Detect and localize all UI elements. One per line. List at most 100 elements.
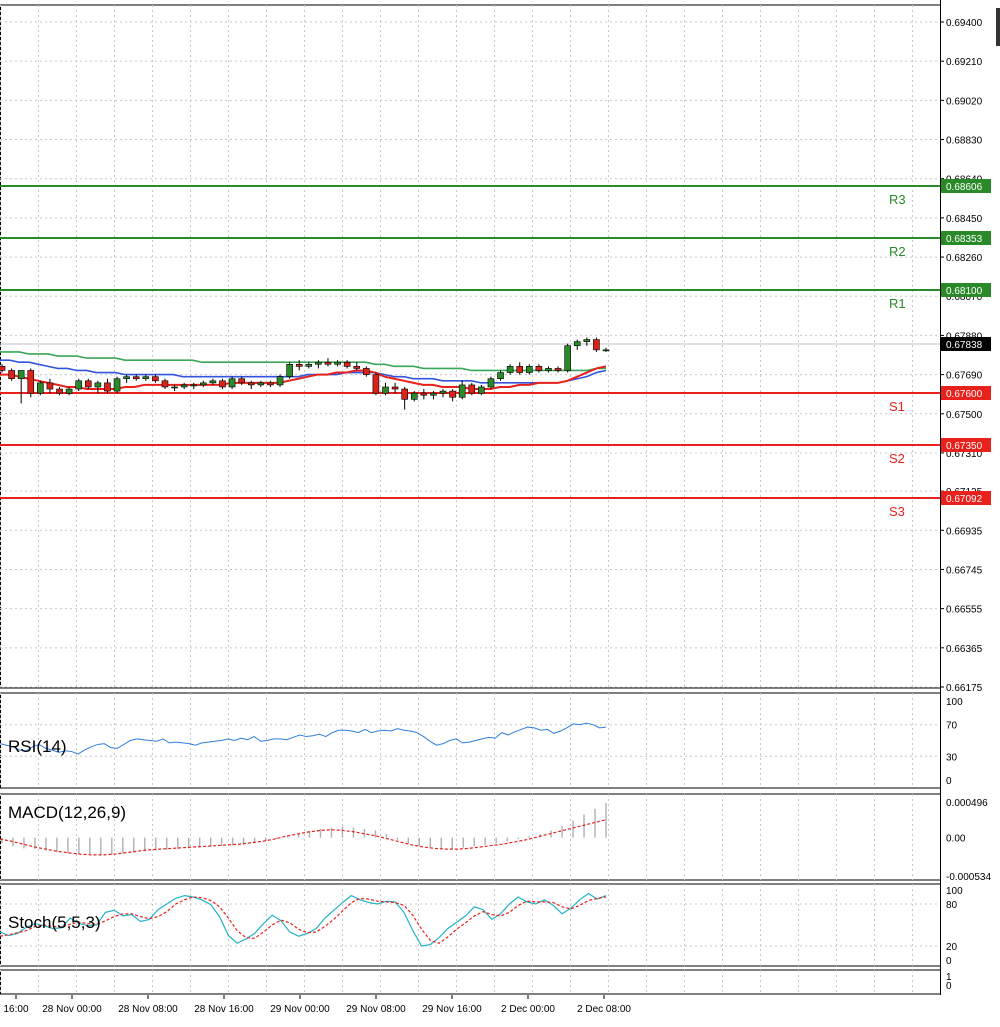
price-panel[interactable]: R3 R2 R1 S1 S2 S3	[0, 185, 940, 519]
candle-body	[247, 382, 255, 386]
macd-title: MACD(12,26,9)	[8, 803, 126, 822]
candle-body	[152, 376, 159, 382]
time-tick-label: 28 Nov 00:00	[42, 1004, 102, 1015]
macd-panel[interactable]	[0, 803, 607, 856]
stoch-tick-label: 0	[946, 956, 952, 967]
price-tick-label: 0.66745	[946, 565, 983, 576]
price-tick-label: 0.68450	[946, 214, 983, 225]
level-tag-s2	[941, 438, 991, 452]
candle-body	[257, 382, 265, 386]
candle-body	[353, 366, 361, 369]
candle-body	[209, 380, 217, 384]
price-tick-label: 0.68830	[946, 136, 983, 147]
time-tick-label: 2 Dec 00:00	[501, 1004, 555, 1015]
ma-fast-line	[0, 365, 607, 391]
level-label-s1: S1	[889, 399, 905, 414]
candle-body	[564, 345, 571, 371]
candle-body	[468, 384, 476, 394]
candle-body	[267, 382, 274, 386]
panel-frames	[0, 0, 941, 995]
candle-body	[276, 376, 284, 386]
panel-frame	[0, 883, 941, 967]
price-tick-label: 0.67310	[946, 449, 983, 460]
candle-body	[573, 341, 581, 347]
extra-tick-label: 0	[946, 981, 952, 992]
candle-body	[295, 363, 303, 367]
stoch-title: Stoch(5,5,3)	[8, 913, 101, 932]
level-label-s2: S2	[889, 451, 905, 466]
rsi-tick-label: 30	[946, 752, 958, 763]
level-tag-s3	[941, 491, 991, 505]
panel-frame	[0, 4, 941, 689]
candle-body	[593, 339, 600, 351]
candle-body	[410, 392, 418, 400]
candle-body	[8, 370, 15, 380]
price-tick-label: 0.67880	[946, 331, 983, 342]
candle-body	[526, 366, 533, 373]
candle-body	[315, 361, 322, 365]
price-tick-label: 0.69400	[946, 18, 983, 29]
candle-body	[238, 378, 245, 384]
rsi-tick-label: 70	[946, 721, 958, 732]
candle-body	[497, 372, 504, 380]
level-label-s3: S3	[889, 504, 905, 519]
level-label-r1: R1	[889, 296, 906, 311]
candle-body	[583, 339, 591, 342]
rsi-panel[interactable]	[0, 722, 940, 757]
ma-mid-line	[0, 359, 607, 384]
price-tick-label: 0.68260	[946, 253, 983, 264]
candlesticks	[0, 337, 610, 410]
candle-body	[190, 384, 198, 387]
level-tag-text-s2: 0.67350	[946, 441, 983, 452]
candle-body	[37, 382, 44, 394]
rsi-line	[0, 722, 607, 755]
candle-body	[487, 378, 495, 388]
candle-body	[516, 366, 524, 373]
time-tick-label: 29 Nov 16:00	[422, 1004, 482, 1015]
candle-body	[439, 390, 447, 394]
moving-averages	[0, 351, 607, 391]
price-tick-label: 0.67690	[946, 371, 983, 382]
candle-body	[65, 388, 73, 394]
price-tick-label: 0.68070	[946, 292, 983, 303]
ma-slow-line	[0, 351, 606, 372]
level-tag-r2	[941, 231, 991, 245]
price-tick-label: 0.69210	[946, 57, 983, 68]
price-tick-label: 0.66365	[946, 644, 983, 655]
candle-body	[75, 380, 82, 390]
candle-body	[602, 349, 610, 352]
time-tick-label: 16:00	[3, 1004, 28, 1015]
current-price-tag	[941, 337, 991, 351]
candle-body	[305, 363, 313, 367]
candle-body	[142, 376, 150, 380]
candle-body	[228, 378, 236, 388]
candle-body	[545, 368, 552, 371]
candle-body	[17, 370, 25, 380]
level-tag-r3	[941, 179, 991, 193]
price-tick-label: 0.69020	[946, 96, 983, 107]
candle-body	[324, 361, 332, 365]
time-tick-label: 29 Nov 00:00	[270, 1004, 330, 1015]
stoch-panel[interactable]	[0, 892, 940, 947]
candle-body	[123, 376, 130, 380]
candle-body	[94, 382, 102, 388]
candle-body	[171, 386, 178, 389]
candle-body	[161, 380, 169, 388]
candle-body	[104, 382, 111, 392]
time-tick-label: 2 Dec 08:00	[577, 1004, 631, 1015]
candle-body	[506, 366, 514, 373]
candle-body	[219, 380, 226, 388]
candle-body	[363, 368, 370, 375]
candle-body	[132, 376, 140, 380]
candle-body	[401, 388, 408, 400]
macd-tick-label: -0.000534	[946, 872, 991, 883]
candle-body	[478, 386, 485, 394]
level-tag-s1	[941, 386, 991, 400]
candle-body	[430, 392, 437, 396]
candle-body	[391, 386, 399, 390]
panel-frame	[0, 793, 941, 881]
scrollbar-thumb[interactable]	[996, 8, 1000, 46]
level-tag-text-r1: 0.68100	[946, 286, 983, 297]
rsi-tick-label: 100	[946, 697, 963, 708]
